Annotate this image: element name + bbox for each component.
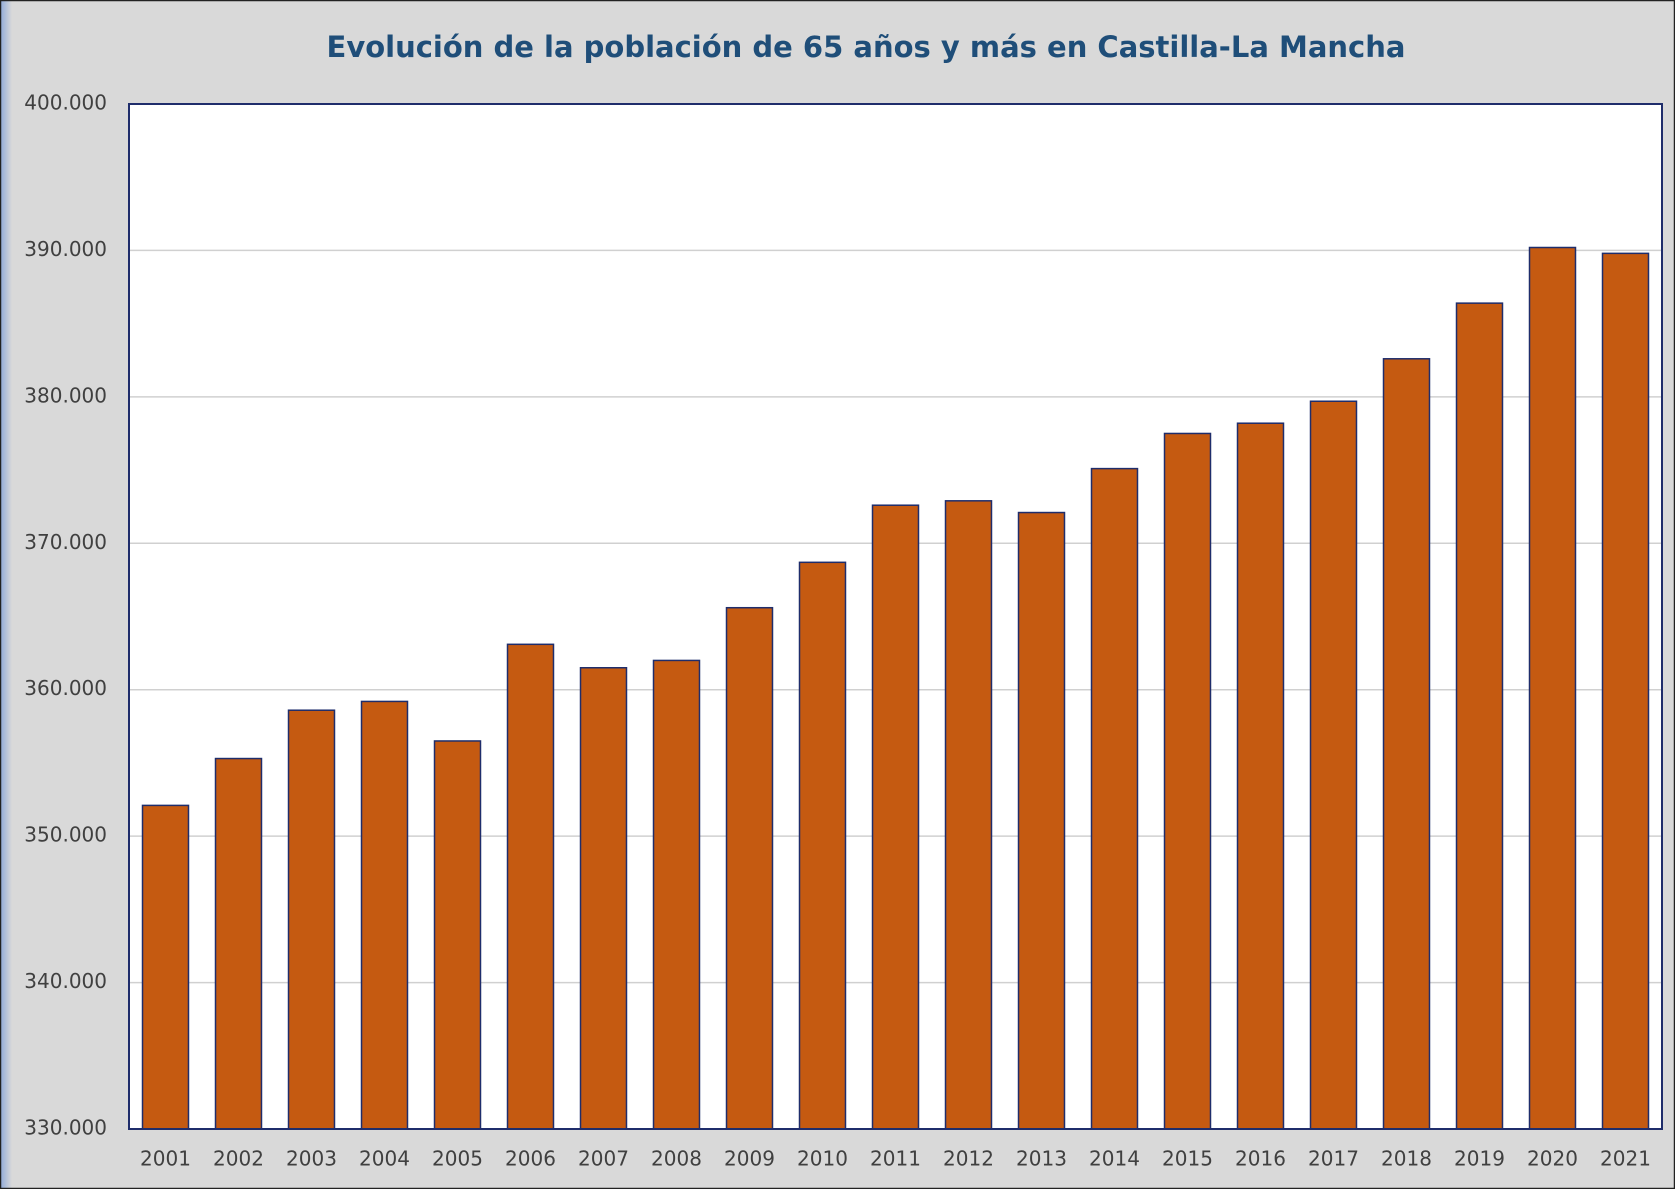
x-tick-label: 2010 — [797, 1147, 848, 1171]
bar — [1236, 422, 1285, 1130]
x-tick-label: 2002 — [213, 1147, 264, 1171]
bar — [1601, 252, 1650, 1130]
x-tick-label: 2017 — [1308, 1147, 1359, 1171]
y-tick-label: 350.000 — [24, 823, 107, 847]
x-tick-label: 2005 — [432, 1147, 483, 1171]
x-tick-label: 2008 — [651, 1147, 702, 1171]
bar — [360, 700, 409, 1130]
x-tick-label: 2016 — [1235, 1147, 1286, 1171]
y-tick-label: 330.000 — [24, 1116, 107, 1140]
x-tick-label: 2009 — [724, 1147, 775, 1171]
bar — [287, 709, 336, 1130]
bar — [141, 804, 190, 1130]
y-tick-label: 390.000 — [24, 237, 107, 261]
bar — [506, 643, 555, 1130]
bar — [944, 500, 993, 1130]
x-tick-label: 2014 — [1089, 1147, 1140, 1171]
x-tick-label: 2011 — [870, 1147, 921, 1171]
bar — [1455, 302, 1504, 1130]
bar — [871, 504, 920, 1130]
bar — [798, 561, 847, 1130]
bar — [1528, 246, 1577, 1130]
side-strip — [0, 0, 12, 1189]
x-tick-label: 2018 — [1381, 1147, 1432, 1171]
plot-frame — [128, 103, 1663, 1130]
y-tick-label: 400.000 — [24, 91, 107, 115]
bar — [725, 606, 774, 1130]
bar — [1309, 400, 1358, 1130]
x-tick-label: 2001 — [140, 1147, 191, 1171]
y-tick-label: 360.000 — [24, 676, 107, 700]
x-tick-label: 2003 — [286, 1147, 337, 1171]
bar — [433, 740, 482, 1130]
x-tick-label: 2013 — [1016, 1147, 1067, 1171]
x-tick-label: 2004 — [359, 1147, 410, 1171]
x-tick-label: 2007 — [578, 1147, 629, 1171]
x-tick-label: 2019 — [1454, 1147, 1505, 1171]
y-tick-label: 380.000 — [24, 383, 107, 407]
bar — [1090, 467, 1139, 1130]
chart-title: Evolución de la población de 65 años y m… — [327, 30, 1406, 64]
bar — [1163, 432, 1212, 1130]
bars — [141, 246, 1650, 1130]
bar — [1017, 511, 1066, 1130]
bar — [214, 757, 263, 1130]
x-tick-label: 2021 — [1600, 1147, 1651, 1171]
x-tick-label: 2020 — [1527, 1147, 1578, 1171]
x-tick-label: 2015 — [1162, 1147, 1213, 1171]
x-tick-label: 2006 — [505, 1147, 556, 1171]
bar — [1382, 358, 1431, 1130]
y-tick-label: 370.000 — [24, 530, 107, 554]
bar — [579, 667, 628, 1130]
y-tick-label: 340.000 — [24, 969, 107, 993]
bar — [652, 659, 701, 1130]
x-tick-label: 2012 — [943, 1147, 994, 1171]
